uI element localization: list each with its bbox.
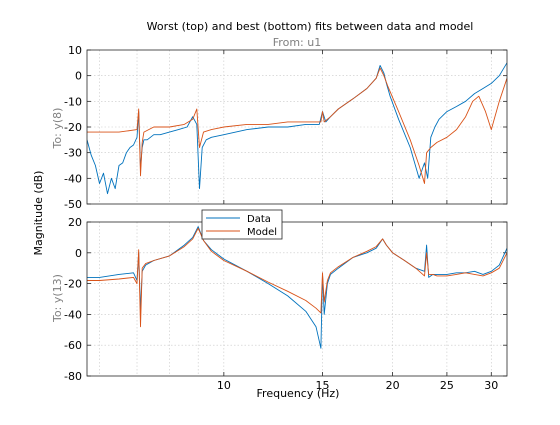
top-series-data [87,62,507,195]
y-tick-label: -80 [64,370,82,383]
bottom-axes-frame [86,221,508,377]
x-tick-label: 30 [484,379,498,392]
chart-title: Worst (top) and best (bottom) fits betwe… [147,20,474,33]
top-axes-frame [86,49,508,205]
y-axis-label: Magnitude (dB) [32,171,45,256]
y-tick-label: -50 [64,198,82,211]
x-tick-label: 25 [440,379,454,392]
y-tick-label: 20 [68,216,82,229]
x-tick-label: 10 [217,379,231,392]
chart-subtitle: From: u1 [273,36,321,49]
top-panel: 10 0 -10 -20 -30 -40 -50 [64,44,508,211]
top-panel-ylabel: To: y(8) [51,108,64,150]
bottom-panel: 20 0 -20 -40 -60 -80 10 15 20 25 30 [64,216,508,392]
y-tick-label: -60 [64,339,82,352]
x-tick-label: 20 [386,379,400,392]
y-tick-label: 10 [68,44,82,57]
y-tick-label: 0 [75,70,82,83]
legend: Data Model [201,209,283,240]
legend-box [201,209,283,240]
y-tick-label: -20 [64,121,82,134]
legend-label-model: Model [247,227,277,238]
x-axis-label: Frequency (Hz) [257,387,340,400]
y-tick-label: -30 [64,147,82,160]
y-tick-label: -20 [64,278,82,291]
top-series-model [87,67,507,184]
bottom-series-data [87,226,507,349]
x-tick-label: 15 [316,379,330,392]
bottom-series-model [87,227,507,328]
y-tick-label: -40 [64,172,82,185]
bottom-panel-ylabel: To: y(13) [51,274,64,323]
y-tick-label: 0 [75,247,82,260]
legend-label-data: Data [247,214,271,225]
y-tick-label: -10 [64,95,82,108]
y-tick-label: -40 [64,308,82,321]
